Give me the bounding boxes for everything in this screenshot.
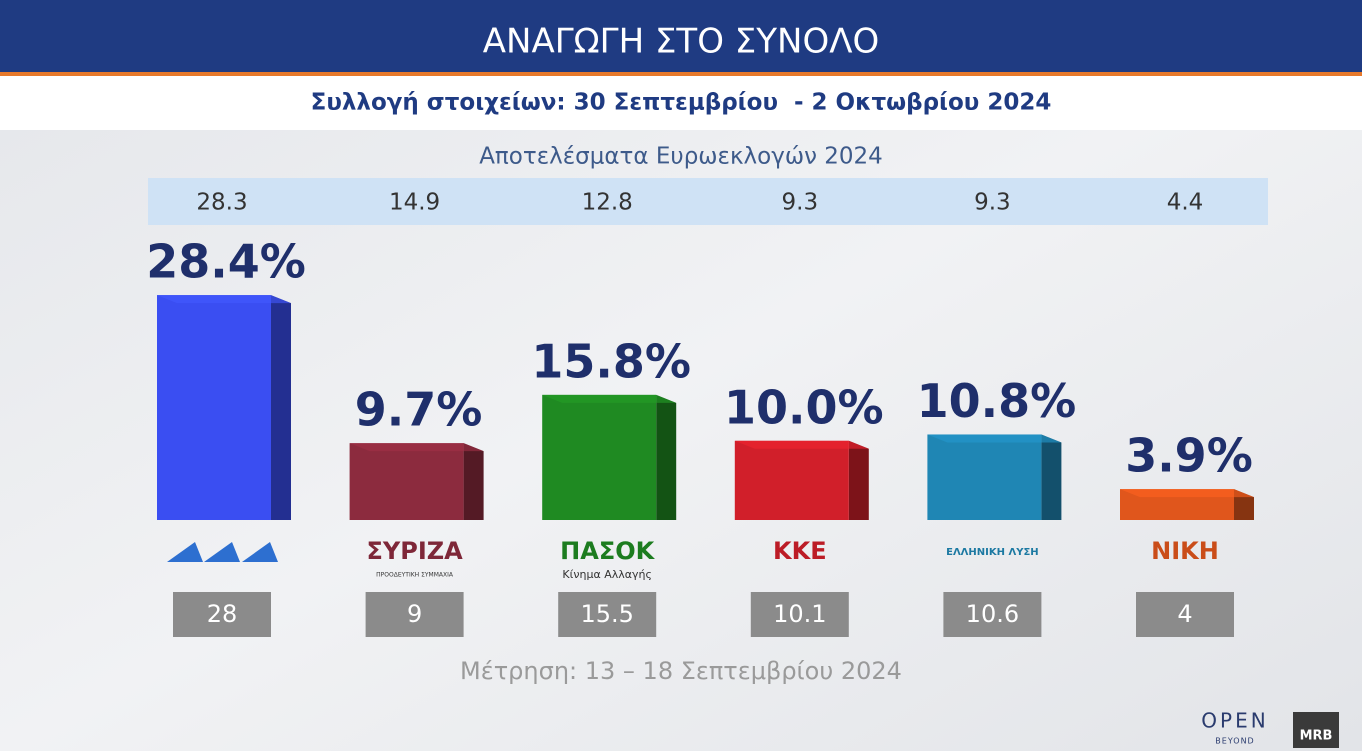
bar-side [271,295,291,520]
bar-top [157,295,291,304]
title-band [0,0,1362,72]
euro-results-band [148,178,1268,225]
euro-result: 28.3 [196,190,247,216]
previous-box [173,592,271,637]
previous-value: 4 [1177,600,1192,628]
category-label: ΕΛΛΗΝΙΚΗ ΛΥΣΗ [946,547,1039,558]
previous-box [943,592,1042,637]
pollster-logo: MRB [1300,729,1333,744]
value-label: 10.8% [917,374,1077,428]
bar-side [656,394,677,520]
bar-top [542,394,677,403]
previous-value: 10.6 [966,600,1019,628]
previous-box [365,592,464,637]
euro-result: 9.3 [782,190,819,216]
value-label: 10.0% [724,380,884,434]
value-label: 28.4% [146,235,306,289]
channel-sub: BEYOND [1215,737,1254,746]
euro-results-title: Αποτελέσματα Ευρωεκλογών 2024 [479,144,883,170]
value-label: 3.9% [1125,429,1253,483]
bar-top [927,434,1062,443]
category-label: ΠΑΣΟΚ [560,537,655,565]
previous-box [558,592,657,637]
logo-shape [204,542,240,562]
value-label: 15.8% [531,334,691,388]
bar-top [1120,489,1254,498]
logo-shape [167,542,203,562]
category-note: ΠΡΟΟΔΕΥΤΙΚΗ ΣΥΜΜΑΧΙΑ [376,572,454,579]
previous-box [750,592,849,637]
channel-logo: OPEN [1201,709,1268,733]
bar [349,443,464,520]
bar [542,394,657,520]
bar [927,434,1042,520]
previous-poll-title: Μέτρηση: 13 – 18 Σεπτεμβρίου 2024 [460,657,902,685]
chart-title: ΑΝΑΓΩΓΗ ΣΤΟ ΣΥΝΟΛΟ [483,22,879,62]
bar [157,295,271,520]
category-label: ΝΙΚΗ [1151,537,1219,565]
pollster-box [1293,712,1339,748]
value-label: 9.7% [355,383,483,437]
previous-value: 15.5 [580,600,633,628]
subtitle-band [0,76,1362,130]
bar-top [734,440,869,449]
bar [734,440,849,520]
accent-line [0,72,1362,76]
bar-side [1041,434,1062,520]
euro-result: 4.4 [1167,190,1204,216]
category-label: ΚΚΕ [773,537,827,565]
previous-value: 9 [407,600,422,628]
bar-top [349,443,484,452]
euro-result: 14.9 [389,190,440,216]
category-note: Κίνημα Αλλαγής [562,568,652,581]
previous-value: 10.1 [773,600,826,628]
bar-side [463,443,484,520]
previous-box [1136,592,1234,637]
euro-result: 12.8 [582,190,633,216]
logo-shape [242,542,278,562]
chart-subtitle: Συλλογή στοιχείων: 30 Σεπτεμβρίου - 2 Οκ… [311,90,1052,116]
euro-result: 9.3 [974,190,1011,216]
bar-side [848,440,869,520]
category-label: ΣΥΡΙΖΑ [366,537,463,565]
previous-value: 28 [207,600,238,628]
